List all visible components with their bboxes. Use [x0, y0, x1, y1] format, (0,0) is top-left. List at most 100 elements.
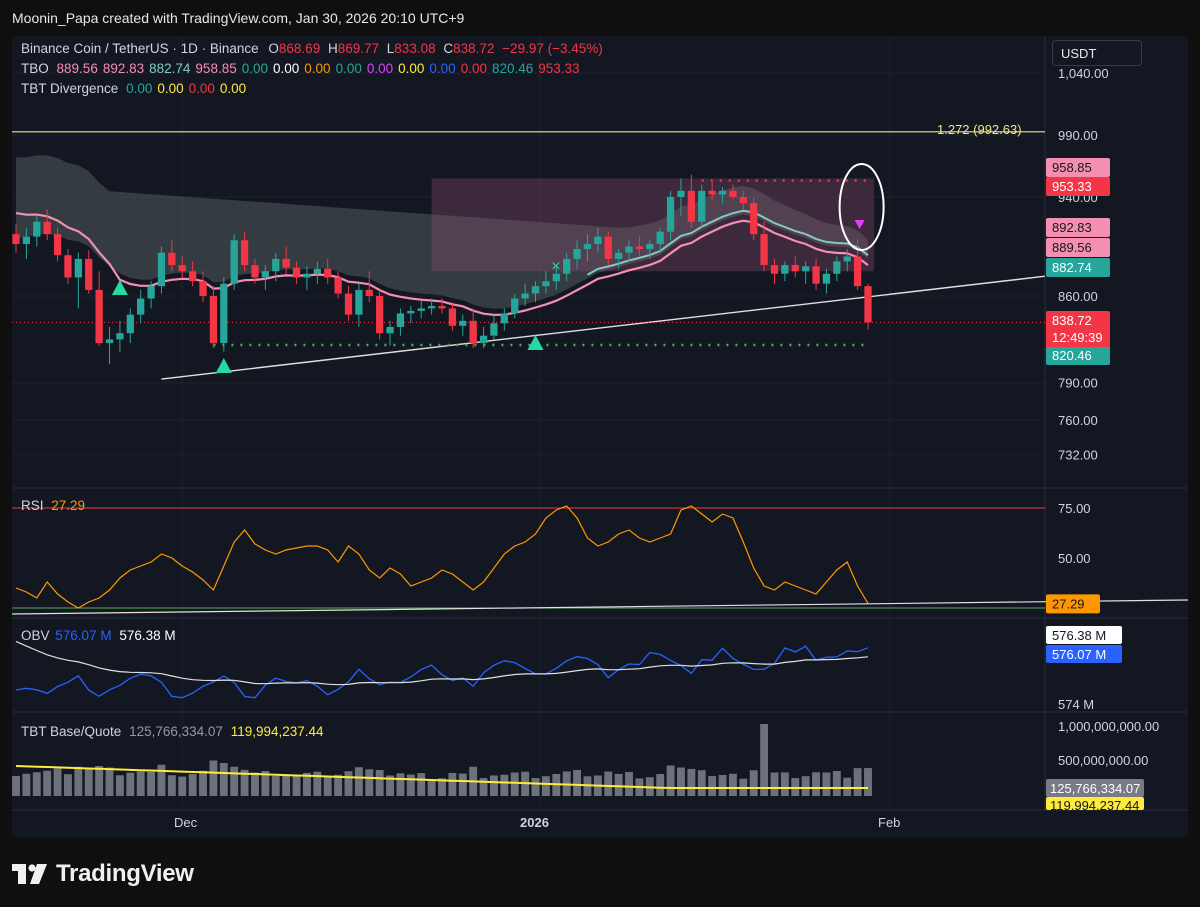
candle-body — [635, 246, 644, 249]
rsi-value-tag — [1046, 594, 1100, 614]
volume-bar — [531, 778, 540, 796]
fib-level-label: 1.272 (992.63) — [937, 122, 1022, 137]
low-label: L — [386, 41, 395, 56]
candle-body — [396, 313, 405, 328]
candle-body — [864, 286, 872, 323]
candle-body — [417, 308, 425, 311]
volume-bar — [240, 769, 249, 796]
volume-bar — [271, 775, 280, 796]
candle-body — [438, 305, 446, 309]
chart-area[interactable]: × 1,040.00 990.00 940.00 860.00 790.00 760.00 7… — [12, 36, 1188, 838]
candle-body — [376, 296, 384, 334]
volume-bar — [843, 777, 852, 796]
tbt-divergence-legend[interactable]: TBT Divergence 0.00 0.00 0.00 0.00 — [21, 81, 251, 96]
time-axis-tick: Dec — [174, 815, 198, 830]
volume-bar — [864, 768, 872, 796]
obv-tag-1-text: 576.38 M — [1052, 628, 1106, 643]
candle-body — [822, 273, 831, 284]
candle-body — [137, 298, 145, 315]
chart-svg[interactable]: ×1,040.00990.00940.00860.00790.00760.007… — [12, 36, 1188, 838]
candle-body — [157, 252, 166, 287]
legend-value: 0.00 — [335, 61, 362, 76]
volume-bar — [64, 774, 72, 796]
rsi-trend-line — [12, 599, 1188, 615]
candle-body — [687, 190, 696, 222]
close-value: 838.72 — [453, 41, 495, 56]
price-tag — [1046, 158, 1110, 177]
volume-bar — [84, 768, 93, 796]
candle-body — [853, 256, 862, 287]
volume-bar — [760, 724, 769, 796]
tradingview-logo[interactable]: TradingView — [12, 860, 194, 888]
tbt-base-quote-title: TBT Base/Quote — [21, 724, 122, 739]
legend-value: 0.00 — [188, 81, 215, 96]
time-axis-tick: Feb — [878, 815, 900, 830]
candle-body — [604, 236, 612, 259]
tbt-base-quote-legend[interactable]: TBT Base/Quote 125,766,334.07 119,994,23… — [21, 724, 324, 739]
rsi-legend[interactable]: RSI 27.29 — [21, 498, 85, 513]
volume-bar — [354, 767, 363, 796]
legend-value: 0.00 — [366, 61, 394, 76]
legend-value: 958.85 — [195, 61, 237, 76]
candle-body — [407, 310, 415, 314]
change-value: −29.97 (−3.45%) — [502, 41, 603, 56]
tradingview-logo-icon — [12, 864, 47, 884]
trend-line — [161, 275, 1046, 380]
short-signal-icon — [854, 220, 865, 229]
price-tag — [1046, 258, 1110, 277]
tbt-tag-1-text: 125,766,334.07 — [1050, 781, 1140, 796]
volume-bar — [427, 779, 436, 796]
open-label: O — [268, 41, 279, 56]
obv-tag-2 — [1046, 645, 1122, 663]
candle-body — [53, 234, 62, 256]
volume-bar — [656, 774, 665, 796]
volume-bar — [510, 772, 519, 796]
tbt-axis-tick: 500,000,000.00 — [1058, 753, 1148, 768]
price-tag — [1046, 311, 1110, 330]
candle-body — [625, 246, 633, 253]
tbo-legend[interactable]: TBO 889.56 892.83 882.74 958.85 0.00 0.00 0.00… — [21, 61, 585, 76]
volume-bar — [302, 772, 311, 796]
volume-bar — [417, 773, 426, 796]
candle-body — [739, 196, 747, 204]
volume-bar — [323, 777, 332, 796]
candle-body — [365, 289, 373, 297]
candle-body — [531, 286, 540, 294]
open-value: 868.69 — [278, 41, 321, 56]
price-tag-text: 889.56 — [1052, 240, 1092, 255]
close-label: C — [443, 41, 454, 56]
candle-body — [698, 190, 706, 222]
candle-body — [770, 265, 779, 274]
volume-bar — [230, 766, 239, 796]
currency-button[interactable]: USDT — [1052, 40, 1142, 66]
volume-bar — [780, 772, 789, 796]
candle-body — [656, 231, 664, 245]
tbt-quote-line — [15, 765, 868, 789]
obv-tag-2-text: 576.07 M — [1052, 647, 1106, 662]
footer: TradingView — [0, 838, 1200, 907]
cross-marker-icon: × — [551, 258, 560, 275]
candle-body — [282, 258, 290, 268]
volume-bar — [438, 778, 446, 796]
symbol-title[interactable]: Binance Coin / TetherUS · 1D · Binance — [21, 41, 259, 56]
candle-body — [500, 313, 508, 324]
candle-body — [43, 221, 51, 235]
volume-bar — [12, 775, 20, 796]
obv-tag-1 — [1046, 626, 1122, 644]
candle-body — [459, 320, 467, 326]
obv-moving-average — [15, 640, 869, 686]
obv-line — [15, 645, 869, 699]
tradingview-wordmark: TradingView — [56, 860, 194, 887]
candle-body — [760, 234, 768, 266]
obv-legend[interactable]: OBV 576.07 M 576.38 M — [21, 628, 176, 643]
legend-value: 0.00 — [126, 81, 153, 96]
price-tag — [1046, 218, 1110, 237]
candle-body — [833, 261, 841, 274]
cloud-band — [16, 155, 868, 309]
price-tag-text: 820.46 — [1052, 348, 1092, 363]
candle-body — [209, 296, 218, 344]
candle-body — [552, 273, 560, 282]
candle-body — [843, 256, 851, 262]
candle-body — [334, 277, 342, 294]
long-signal-icon — [215, 358, 232, 373]
